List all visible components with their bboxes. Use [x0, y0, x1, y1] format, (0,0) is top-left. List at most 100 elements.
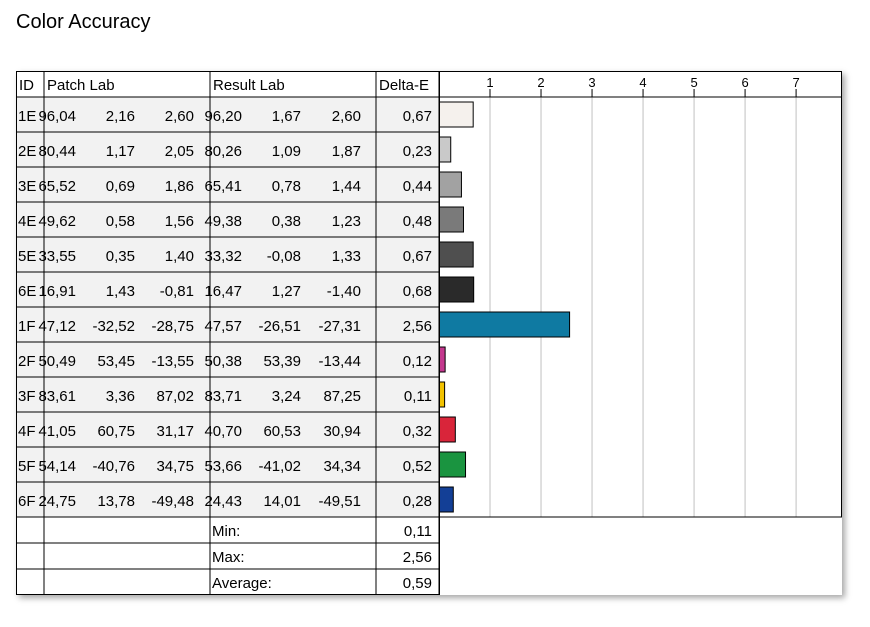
page-title: Color Accuracy	[16, 11, 151, 33]
report-table-and-chart: 1 2 3 4 5 6 7ID Patch Lab Result Lab Delta-E1E 96,…	[16, 71, 842, 595]
row-id: 3E	[18, 178, 36, 195]
summary-label: Min:	[212, 523, 240, 540]
patch-lab-value: 33,55	[38, 248, 76, 265]
result-lab-value: 60,53	[263, 423, 301, 440]
patch-lab-value: 87,02	[156, 388, 194, 405]
result-lab-value: 33,32	[204, 248, 242, 265]
delta-e-value: 0,67	[403, 108, 432, 125]
chart-tick-label: 4	[639, 75, 646, 90]
patch-lab-value: -28,75	[151, 318, 194, 335]
result-lab-value: -49,51	[318, 493, 361, 510]
patch-lab-value: 1,56	[165, 213, 194, 230]
result-lab-value: 83,71	[204, 388, 242, 405]
patch-lab-value: 24,75	[38, 493, 76, 510]
bar-5F	[438, 451, 467, 478]
patch-lab-value: 1,40	[165, 248, 194, 265]
result-lab-value: 40,70	[204, 423, 242, 440]
result-lab-value: 2,60	[332, 108, 361, 125]
patch-lab-value: 0,69	[106, 178, 135, 195]
result-lab-value: 1,27	[272, 283, 301, 300]
patch-lab-value: 60,75	[97, 423, 135, 440]
delta-e-value: 0,68	[403, 283, 432, 300]
summary-value: 2,56	[403, 549, 432, 566]
result-lab-value: -1,40	[327, 283, 361, 300]
patch-lab-value: -13,55	[151, 353, 194, 370]
chart-tick-label: 5	[690, 75, 697, 90]
result-lab-value: 1,09	[272, 143, 301, 160]
patch-lab-value: 34,75	[156, 458, 194, 475]
result-lab-value: 47,57	[204, 318, 242, 335]
result-lab-value: -13,44	[318, 353, 361, 370]
patch-lab-value: -32,52	[92, 318, 135, 335]
row-id: 4E	[18, 213, 36, 230]
result-lab-value: 1,23	[332, 213, 361, 230]
patch-lab-value: 49,62	[38, 213, 76, 230]
patch-lab-value: 96,04	[38, 108, 76, 125]
result-lab-value: 65,41	[204, 178, 242, 195]
delta-e-value: 0,52	[403, 458, 432, 475]
delta-e-value: 0,28	[403, 493, 432, 510]
chart-tick-label: 2	[537, 75, 544, 90]
result-lab-value: 34,34	[323, 458, 361, 475]
result-lab-value: 1,67	[272, 108, 301, 125]
row-id: 2F	[18, 353, 36, 370]
result-lab-value: 49,38	[204, 213, 242, 230]
row-id: 2E	[18, 143, 36, 160]
delta-e-value: 0,44	[403, 178, 432, 195]
patch-lab-value: 41,05	[38, 423, 76, 440]
patch-lab-value: 2,60	[165, 108, 194, 125]
result-lab-value: -27,31	[318, 318, 361, 335]
row-id: 6F	[18, 493, 36, 510]
chart-tick-label: 1	[486, 75, 493, 90]
result-lab-value: 80,26	[204, 143, 242, 160]
result-lab-value: -26,51	[258, 318, 301, 335]
row-id: 4F	[18, 423, 36, 440]
summary-label: Max:	[212, 549, 245, 566]
result-lab-value: 50,38	[204, 353, 242, 370]
delta-e-value: 0,23	[403, 143, 432, 160]
result-lab-value: 53,66	[204, 458, 242, 475]
patch-lab-value: 13,78	[97, 493, 135, 510]
header-result-lab: Result Lab	[213, 77, 285, 94]
bar-6E	[438, 276, 475, 303]
result-lab-value: 1,33	[332, 248, 361, 265]
patch-lab-value: 1,86	[165, 178, 194, 195]
patch-lab-value: 2,05	[165, 143, 194, 160]
patch-lab-value: 50,49	[38, 353, 76, 370]
summary-label: Average:	[212, 575, 272, 592]
patch-lab-value: 54,14	[38, 458, 76, 475]
delta-e-value: 0,11	[404, 388, 432, 405]
delta-e-value: 0,48	[403, 213, 432, 230]
bar-1F	[438, 311, 571, 338]
patch-lab-value: -40,76	[92, 458, 135, 475]
row-id: 1E	[18, 108, 36, 125]
patch-lab-value: 0,35	[106, 248, 135, 265]
bar-1E	[438, 101, 474, 128]
result-lab-value: 30,94	[323, 423, 361, 440]
chart-tick-label: 6	[741, 75, 748, 90]
bar-6F	[438, 486, 454, 513]
bar-5E	[438, 241, 474, 268]
result-lab-value: 3,24	[272, 388, 301, 405]
header-id: ID	[19, 77, 34, 94]
patch-lab-value: 31,17	[156, 423, 194, 440]
row-id: 3F	[18, 388, 36, 405]
color-accuracy-report: 1 2 3 4 5 6 7 ID Patch Lab Result Lab Delta-E 1E 96,…	[16, 71, 842, 595]
patch-lab-value: 1,43	[106, 283, 135, 300]
row-id: 1F	[18, 318, 36, 335]
bar-4E	[438, 206, 464, 233]
delta-e-value: 0,67	[403, 248, 432, 265]
patch-lab-value: 80,44	[38, 143, 76, 160]
result-lab-value: 53,39	[263, 353, 301, 370]
patch-lab-value: 53,45	[97, 353, 135, 370]
delta-e-value: 0,12	[403, 353, 432, 370]
patch-lab-value: -0,81	[160, 283, 194, 300]
chart-tick-label: 3	[588, 75, 595, 90]
bar-3E	[438, 171, 462, 198]
patch-lab-value: 47,12	[38, 318, 76, 335]
result-lab-value: 87,25	[323, 388, 361, 405]
result-lab-value: 0,38	[272, 213, 301, 230]
patch-lab-value: 16,91	[38, 283, 76, 300]
bar-4F	[438, 416, 456, 443]
summary-value: 0,59	[403, 575, 432, 592]
